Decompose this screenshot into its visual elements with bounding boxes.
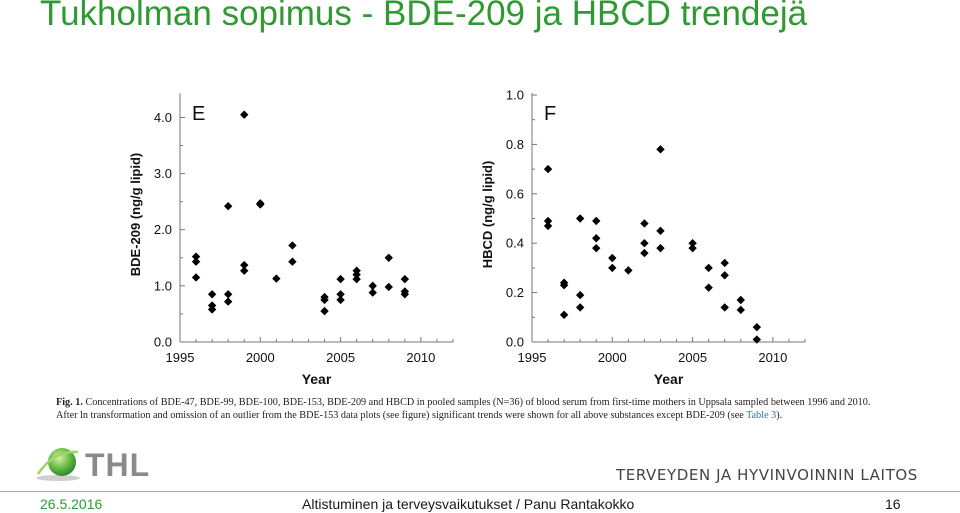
y-tick-label: 1.0 <box>506 88 524 103</box>
data-point <box>191 273 201 282</box>
data-point <box>320 295 329 305</box>
x-tick-label: 2005 <box>678 350 707 365</box>
x-axis-title: Year <box>302 371 332 387</box>
y-tick-label: 0.0 <box>154 335 172 350</box>
y-tick-label: 4.0 <box>154 110 172 125</box>
data-point <box>640 239 649 248</box>
footer-divider <box>0 491 960 492</box>
data-point <box>336 274 345 284</box>
x-tick-label: 1995 <box>518 350 547 365</box>
data-point <box>720 258 729 268</box>
data-point <box>240 260 249 270</box>
footer-page-number: 16 <box>885 496 901 512</box>
data-point <box>223 201 233 211</box>
data-point <box>640 248 649 258</box>
y-tick-label: 0.8 <box>506 137 524 152</box>
y-tick-label: 0.2 <box>506 285 524 300</box>
data-point <box>575 214 585 223</box>
data-point <box>704 283 713 292</box>
panel-label: F <box>544 103 556 125</box>
x-tick-label: 2010 <box>406 350 435 365</box>
data-point <box>240 266 249 275</box>
y-tick-label: 0.4 <box>506 236 524 251</box>
data-point <box>288 257 297 266</box>
data-point <box>736 295 745 305</box>
panel-label: E <box>192 103 205 125</box>
data-point <box>256 200 265 209</box>
data-point <box>608 253 617 263</box>
data-point <box>223 290 233 299</box>
data-point <box>191 257 201 266</box>
data-point <box>384 253 393 262</box>
data-point <box>592 234 601 243</box>
data-point <box>736 305 745 315</box>
data-point <box>624 266 633 275</box>
x-tick-label: 2010 <box>758 350 787 365</box>
charts-area: 0.0 1.0 2.0 3.0 4.0 1995 2000 2005 2010 Year BDE-2… <box>128 88 806 387</box>
caption-text: Concentrations of BDE-47, BDE-99, BDE-10… <box>56 397 871 421</box>
caption-fig-label: Fig. 1. <box>56 397 83 408</box>
data-point <box>608 263 617 273</box>
data-point <box>559 280 569 290</box>
data-point <box>543 216 553 226</box>
data-point <box>191 252 201 261</box>
slide-title: Tukholman sopimus - BDE-209 ja HBCD tren… <box>40 0 808 33</box>
data-point <box>592 216 601 226</box>
y-tick-label: 2.0 <box>154 222 172 237</box>
y-axis-title: HBCD (ng/g lipid) <box>480 161 495 269</box>
logo-text: THL <box>85 447 151 483</box>
y-tick-label: 1.0 <box>154 278 172 293</box>
caption-end: ). <box>776 410 783 421</box>
y-axis-title: BDE-209 (ng/g lipid) <box>128 153 143 277</box>
data-point <box>207 305 217 314</box>
data-point <box>559 310 569 320</box>
data-point <box>752 335 762 344</box>
data-point <box>575 290 585 300</box>
data-point <box>207 290 217 299</box>
data-point <box>400 290 410 299</box>
y-tick-label: 0.6 <box>506 186 524 201</box>
data-point <box>688 243 697 253</box>
x-tick-label: 2000 <box>246 350 275 365</box>
data-point <box>368 288 377 297</box>
data-point <box>543 221 553 231</box>
x-tick-label: 2005 <box>326 350 355 365</box>
footer-presentation-info: Altistuminen ja terveysvaikutukset / Pan… <box>302 496 635 512</box>
data-point <box>288 241 297 250</box>
data-point <box>240 110 249 119</box>
data-point <box>272 274 281 283</box>
organization-name: TERVEYDEN JA HYVINVOINNIN LAITOS <box>616 466 918 484</box>
data-point <box>336 290 345 299</box>
data-point <box>656 226 665 236</box>
data-point <box>704 263 713 273</box>
data-point <box>368 281 377 291</box>
data-point <box>720 271 729 280</box>
figure-caption: Fig. 1. Concentrations of BDE-47, BDE-99… <box>56 396 886 422</box>
data-point <box>320 306 329 316</box>
data-point <box>400 274 410 284</box>
data-point <box>543 164 553 174</box>
data-point <box>656 243 665 253</box>
x-tick-label: 2000 <box>598 350 627 365</box>
data-point <box>656 145 665 154</box>
data-point <box>336 295 345 305</box>
data-point <box>223 297 233 306</box>
x-axis-title: Year <box>654 371 684 387</box>
data-point <box>720 303 729 312</box>
y-tick-label: 3.0 <box>154 166 172 181</box>
x-tick-label: 1995 <box>166 350 195 365</box>
caption-table-link[interactable]: Table 3 <box>746 410 777 421</box>
data-point <box>384 282 393 292</box>
data-point <box>592 243 601 253</box>
footer-date: 26.5.2016 <box>40 496 103 512</box>
data-point <box>688 239 697 248</box>
thl-logo-icon <box>36 448 80 481</box>
data-point <box>752 322 762 332</box>
data-point <box>352 274 361 284</box>
data-point <box>352 270 361 279</box>
data-point <box>640 219 649 228</box>
y-tick-label: 0.0 <box>506 335 524 350</box>
data-point <box>575 303 585 312</box>
